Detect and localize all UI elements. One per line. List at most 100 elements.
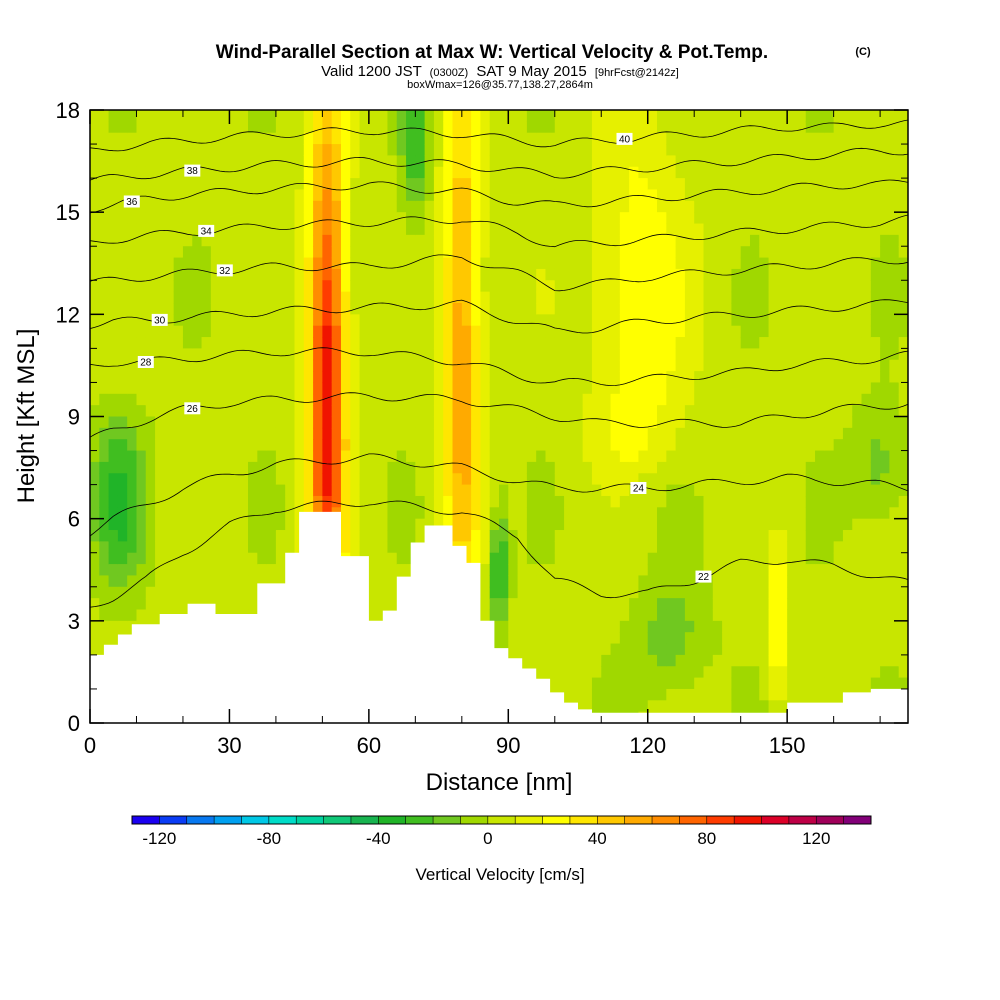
- velocity-cell: [601, 666, 612, 679]
- velocity-cell: [703, 382, 714, 395]
- velocity-cell: [554, 166, 565, 179]
- velocity-cell: [842, 234, 853, 247]
- velocity-cell: [192, 439, 203, 452]
- velocity-cell: [591, 575, 602, 588]
- velocity-cell: [238, 325, 249, 338]
- velocity-cell: [471, 439, 482, 452]
- velocity-cell: [350, 348, 361, 361]
- velocity-cell: [173, 314, 184, 327]
- velocity-cell: [842, 473, 853, 486]
- velocity-cell: [406, 325, 416, 338]
- velocity-cell: [248, 382, 258, 395]
- velocity-cell: [889, 155, 900, 168]
- velocity-cell: [433, 495, 444, 508]
- velocity-cell: [424, 110, 435, 122]
- velocity-cell: [489, 314, 500, 327]
- velocity-cell: [712, 257, 723, 270]
- velocity-cell: [238, 427, 249, 440]
- velocity-cell: [499, 541, 509, 554]
- velocity-cell: [666, 495, 677, 508]
- velocity-cell: [898, 666, 908, 679]
- velocity-cell: [805, 280, 816, 293]
- velocity-cell: [573, 541, 584, 554]
- velocity-cell: [220, 427, 231, 440]
- velocity-cell: [136, 393, 147, 406]
- velocity-cell: [852, 155, 863, 168]
- velocity-cell: [740, 632, 751, 645]
- velocity-cell: [526, 439, 537, 452]
- velocity-cell: [471, 200, 482, 213]
- velocity-cell: [564, 609, 574, 622]
- velocity-cell: [368, 268, 379, 281]
- velocity-cell: [638, 461, 649, 474]
- velocity-cell: [591, 166, 602, 179]
- velocity-cell: [824, 337, 835, 349]
- velocity-cell: [740, 552, 751, 565]
- velocity-cell: [870, 382, 881, 395]
- velocity-cell: [145, 223, 156, 236]
- velocity-cell: [145, 234, 156, 247]
- velocity-cell: [90, 632, 100, 645]
- velocity-cell: [768, 654, 779, 667]
- velocity-cell: [248, 132, 258, 145]
- velocity-cell: [824, 166, 835, 179]
- velocity-cell: [861, 212, 872, 225]
- velocity-cell: [610, 654, 621, 667]
- velocity-cell: [378, 473, 389, 486]
- velocity-cell: [359, 427, 370, 440]
- velocity-cell: [731, 484, 742, 497]
- velocity-cell: [536, 302, 547, 315]
- velocity-cell: [619, 223, 630, 236]
- velocity-cell: [406, 393, 416, 406]
- velocity-cell: [666, 246, 677, 259]
- velocity-cell: [629, 530, 640, 542]
- velocity-cell: [164, 393, 175, 406]
- velocity-cell: [619, 677, 630, 690]
- velocity-cell: [229, 144, 240, 157]
- contour-label-box: [695, 570, 712, 583]
- velocity-cell: [340, 200, 351, 213]
- velocity-cell: [266, 155, 277, 168]
- velocity-cell: [889, 132, 900, 145]
- velocity-cell: [824, 257, 835, 270]
- velocity-cell: [870, 155, 881, 168]
- velocity-cell: [499, 518, 509, 531]
- velocity-cell: [796, 166, 807, 179]
- velocity-cell: [508, 155, 519, 168]
- velocity-cell: [545, 416, 556, 429]
- velocity-cell: [805, 530, 816, 542]
- velocity-cell: [684, 700, 695, 713]
- velocity-cell: [601, 132, 612, 145]
- velocity-cell: [99, 268, 110, 281]
- velocity-cell: [759, 677, 770, 690]
- velocity-cell: [675, 427, 686, 440]
- velocity-cell: [182, 234, 193, 247]
- colorbar-swatch: [679, 816, 708, 824]
- velocity-cell: [842, 302, 853, 315]
- velocity-cell: [889, 325, 900, 338]
- velocity-cell: [220, 484, 231, 497]
- velocity-cell: [248, 234, 258, 247]
- velocity-cell: [210, 234, 221, 247]
- velocity-cell: [657, 166, 667, 179]
- velocity-cell: [201, 575, 212, 588]
- velocity-cell: [313, 405, 323, 418]
- velocity-cell: [452, 155, 463, 168]
- velocity-cell: [759, 110, 770, 122]
- velocity-cell: [852, 359, 863, 372]
- velocity-cell: [508, 291, 519, 304]
- velocity-cell: [619, 234, 630, 247]
- velocity-cell: [238, 121, 249, 134]
- velocity-cell: [164, 473, 175, 486]
- velocity-cell: [722, 507, 732, 520]
- velocity-cell: [220, 518, 231, 531]
- velocity-cell: [90, 427, 100, 440]
- velocity-cell: [657, 688, 667, 701]
- velocity-cell: [712, 666, 723, 679]
- velocity-cell: [526, 598, 537, 611]
- velocity-cell: [796, 337, 807, 349]
- velocity-cell: [210, 223, 221, 236]
- velocity-cell: [90, 643, 100, 656]
- velocity-cell: [536, 598, 547, 611]
- velocity-cell: [173, 348, 184, 361]
